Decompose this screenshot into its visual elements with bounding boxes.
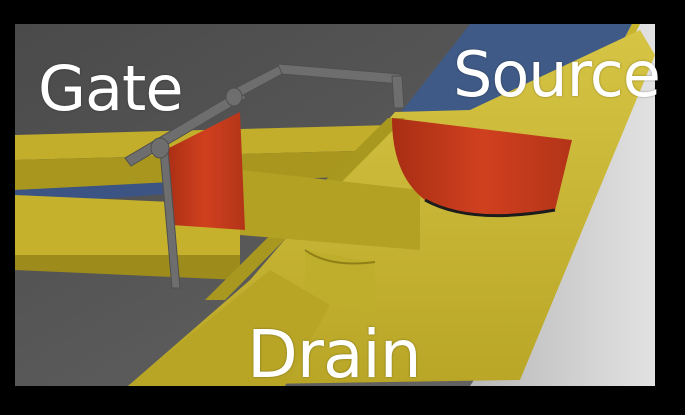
junction-back-wall — [240, 170, 420, 250]
drain-channel-floor — [128, 270, 330, 386]
source-flap — [392, 118, 572, 216]
lower-left-beam-side — [15, 255, 240, 280]
gate-frame-drop — [391, 75, 405, 109]
junction-front-wall — [305, 250, 375, 315]
gate-hinge-left — [150, 137, 170, 159]
drain-label: Drain — [247, 316, 422, 393]
gate-hinge-right — [225, 87, 243, 107]
source-label: Source — [453, 38, 661, 111]
gate-label: Gate — [38, 52, 183, 125]
junction-curve — [304, 249, 376, 265]
source-flap-shadow — [424, 198, 556, 218]
gate-flap — [165, 112, 245, 230]
gate-frame — [124, 63, 405, 289]
